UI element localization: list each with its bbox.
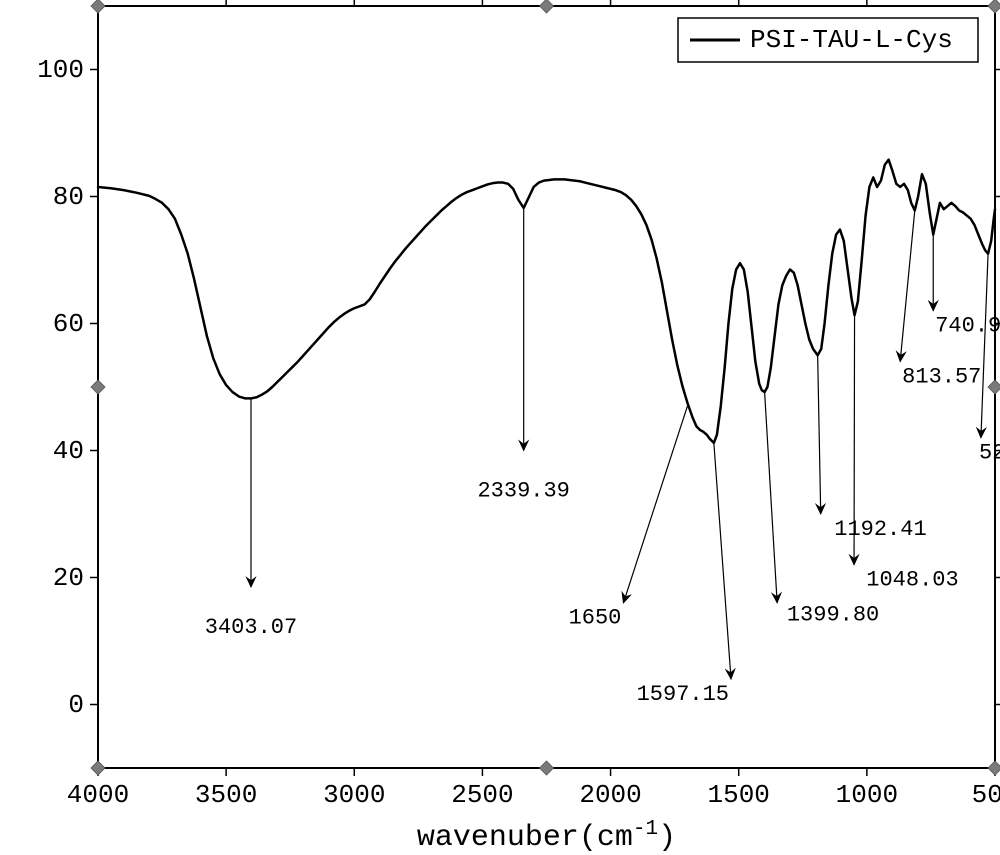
x-tick-label: 2500 — [451, 780, 513, 810]
peak-label: 1399.80 — [787, 602, 879, 627]
plot-area: 3403.07 2339.39 1650 1597.15 1399.80 1192.41 1… — [98, 6, 995, 768]
x-tick-label: 3500 — [195, 780, 257, 810]
x-tick-label: 500 — [972, 780, 1000, 810]
peak-label: 2339.39 — [477, 479, 569, 504]
y-tick-label: 20 — [53, 563, 84, 593]
x-tick-label: 2000 — [579, 780, 641, 810]
peak-label: 740.99 — [935, 314, 1000, 339]
peak-label: 1192.41 — [834, 517, 926, 542]
peak-label: 3403.07 — [205, 615, 297, 640]
x-axis-label: wavenuber(cm-1) — [417, 818, 676, 855]
x-tick-label: 1500 — [707, 780, 769, 810]
x-axis-label-text: wavenuber(cm — [417, 821, 633, 855]
x-tick-label: 4000 — [67, 780, 129, 810]
legend: PSI-TAU-L-Cys — [678, 18, 978, 62]
chart-svg: 3403.07 2339.39 1650 1597.15 1399.80 1192.41 1… — [98, 6, 995, 768]
y-tick-label: 40 — [53, 436, 84, 466]
y-tick-label: 80 — [53, 182, 84, 212]
x-tick-label: 3000 — [323, 780, 385, 810]
legend-item-label: PSI-TAU-L-Cys — [750, 25, 953, 55]
x-tick-label: 1000 — [836, 780, 898, 810]
peak-label: 1650 — [569, 606, 622, 631]
y-tick-label: 0 — [68, 690, 84, 720]
peak-label: 813.57 — [902, 364, 981, 389]
y-tick-label: 100 — [37, 55, 84, 85]
peak-label: 1048.03 — [866, 568, 958, 593]
peak-label: 527.54 — [979, 441, 1000, 466]
x-axis-label-suffix: ) — [658, 821, 676, 855]
y-tick-label: 60 — [53, 309, 84, 339]
x-axis-label-super: -1 — [633, 818, 658, 841]
peak-label: 1597.15 — [637, 682, 729, 707]
chart-container: 3403.07 2339.39 1650 1597.15 1399.80 1192.41 1… — [0, 0, 1000, 854]
